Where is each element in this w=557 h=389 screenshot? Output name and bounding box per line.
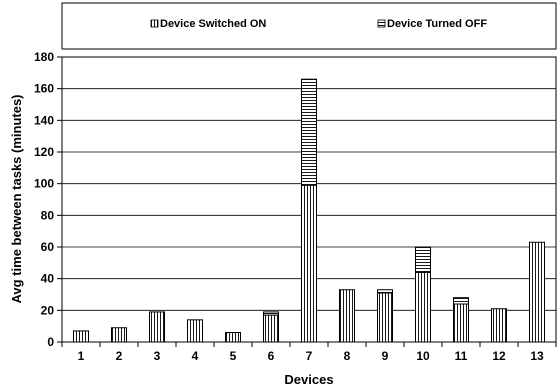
- y-tick-label: 120: [34, 145, 54, 159]
- bar-segment-switched-on: [263, 314, 279, 343]
- bar-segment-turned-off: [377, 289, 393, 294]
- bar-segment-switched-on: [149, 311, 165, 343]
- y-axis-title: Avg time between tasks (minutes): [9, 94, 24, 303]
- x-tick-label: 8: [344, 349, 351, 363]
- x-axis-title: Devices: [284, 372, 333, 387]
- plot-frame: [61, 56, 557, 343]
- legend-item-on: Device Switched ON: [150, 18, 266, 30]
- bar-segment-switched-on: [73, 330, 89, 343]
- y-tick-label: 60: [41, 240, 55, 254]
- legend-box: [61, 2, 557, 50]
- x-tick-label: 6: [268, 349, 275, 363]
- bar-segment-switched-on: [491, 308, 507, 343]
- x-tick-label: 3: [154, 349, 161, 363]
- bar-segment-turned-off: [415, 246, 431, 273]
- y-tick-label: 100: [34, 177, 54, 191]
- y-tick-label: 160: [34, 82, 54, 96]
- bar-segment-switched-on: [225, 332, 241, 343]
- legend-label-off: Device Turned OFF: [387, 18, 487, 30]
- x-tick-label: 5: [230, 349, 237, 363]
- y-tick-label: 180: [34, 50, 54, 64]
- x-tick-label: 11: [455, 349, 468, 363]
- x-tick-label: 7: [306, 349, 313, 363]
- bar-segment-switched-on: [187, 319, 203, 343]
- bar-segment-switched-on: [415, 271, 431, 343]
- y-tick-label: 40: [41, 272, 55, 286]
- bars: [73, 78, 545, 343]
- x-tick-label: 1: [78, 349, 85, 363]
- bar-segment-switched-on: [111, 327, 127, 343]
- x-tick-label: 13: [530, 349, 544, 363]
- x-tick-label: 2: [116, 349, 123, 363]
- x-tick-label: 10: [416, 349, 430, 363]
- x-axis-ticks: 1 2 3 4 5 6 7 8 9 10 11 12 13: [61, 342, 557, 363]
- x-tick-label: 12: [492, 349, 506, 363]
- x-tick-label: 9: [382, 349, 389, 363]
- bar-segment-switched-on: [453, 303, 469, 343]
- legend-swatch-off: [377, 19, 386, 28]
- bar-segment-switched-on: [301, 184, 317, 343]
- x-tick-label: 4: [192, 349, 199, 363]
- y-tick-label: 0: [47, 335, 54, 349]
- bar-segment-switched-on: [529, 241, 545, 343]
- y-tick-label: 80: [41, 208, 55, 222]
- legend-item-off: Device Turned OFF: [377, 18, 487, 30]
- bar-segment-switched-on: [339, 289, 355, 343]
- y-tick-label: 20: [41, 303, 55, 317]
- bar-segment-turned-off: [263, 311, 279, 316]
- y-tick-label: 140: [34, 113, 54, 127]
- legend-swatch-on: [150, 19, 159, 28]
- legend-label-on: Device Switched ON: [160, 18, 266, 30]
- bar-segment-switched-on: [377, 292, 393, 343]
- bar-segment-turned-off: [301, 78, 317, 186]
- y-axis-ticks: 0 20 40 60 80 100 120 140 160 180: [34, 50, 62, 349]
- bar-segment-turned-off: [453, 297, 469, 305]
